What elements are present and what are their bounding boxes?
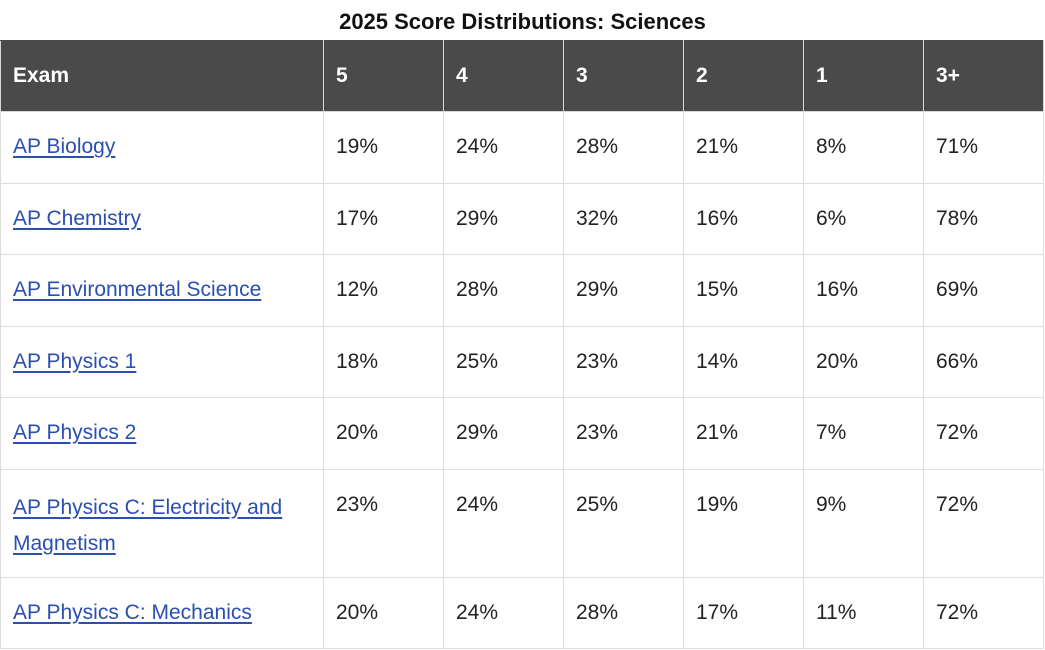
score-cell: 24% bbox=[443, 576, 564, 649]
score-cell: 72% bbox=[923, 468, 1044, 578]
exam-link-ap-biology[interactable]: AP Biology bbox=[13, 135, 116, 159]
table-row: AP Biology 19% 24% 28% 21% 8% 71% bbox=[0, 111, 1044, 184]
score-cell: 24% bbox=[443, 468, 564, 578]
table-row: AP Physics C: Mechanics 20% 24% 28% 17% … bbox=[0, 576, 1044, 649]
score-cell: 25% bbox=[563, 468, 684, 578]
exam-cell: AP Physics C: Electricity and Magnetism bbox=[0, 468, 324, 578]
table-row: AP Chemistry 17% 29% 32% 16% 6% 78% bbox=[0, 182, 1044, 255]
score-cell: 29% bbox=[443, 182, 564, 255]
score-cell: 17% bbox=[323, 182, 444, 255]
exam-link-ap-chemistry[interactable]: AP Chemistry bbox=[13, 206, 141, 230]
header-exam: Exam bbox=[0, 40, 324, 112]
score-cell: 29% bbox=[443, 397, 564, 470]
table-title: 2025 Score Distributions: Sciences bbox=[339, 9, 706, 34]
score-cell: 72% bbox=[923, 576, 1044, 649]
score-cell: 28% bbox=[563, 576, 684, 649]
exam-cell: AP Chemistry bbox=[0, 182, 324, 255]
score-cell: 11% bbox=[803, 576, 924, 649]
score-cell: 14% bbox=[683, 325, 804, 398]
table-row: AP Physics C: Electricity and Magnetism … bbox=[0, 468, 1044, 578]
header-score-3-plus: 3+ bbox=[923, 40, 1044, 112]
score-cell: 9% bbox=[803, 468, 924, 578]
score-cell: 19% bbox=[323, 111, 444, 184]
score-cell: 23% bbox=[323, 468, 444, 578]
table-row: AP Physics 2 20% 29% 23% 21% 7% 72% bbox=[0, 397, 1044, 470]
header-row: Exam 5 4 3 2 1 3+ bbox=[0, 40, 1044, 112]
score-cell: 28% bbox=[563, 111, 684, 184]
exam-link-ap-environmental-science[interactable]: AP Environmental Science bbox=[13, 278, 262, 302]
score-cell: 69% bbox=[923, 254, 1044, 327]
score-cell: 17% bbox=[683, 576, 804, 649]
score-cell: 19% bbox=[683, 468, 804, 578]
score-cell: 78% bbox=[923, 182, 1044, 255]
exam-cell: AP Physics 2 bbox=[0, 397, 324, 470]
score-cell: 21% bbox=[683, 111, 804, 184]
score-cell: 23% bbox=[563, 397, 684, 470]
score-cell: 12% bbox=[323, 254, 444, 327]
table-row: AP Physics 1 18% 25% 23% 14% 20% 66% bbox=[0, 325, 1044, 398]
score-cell: 66% bbox=[923, 325, 1044, 398]
exam-cell: AP Biology bbox=[0, 111, 324, 184]
score-cell: 32% bbox=[563, 182, 684, 255]
exam-link-ap-physics-c-mechanics[interactable]: AP Physics C: Mechanics bbox=[13, 600, 252, 624]
score-cell: 24% bbox=[443, 111, 564, 184]
score-cell: 29% bbox=[563, 254, 684, 327]
header-score-2: 2 bbox=[683, 40, 804, 112]
score-cell: 72% bbox=[923, 397, 1044, 470]
score-cell: 20% bbox=[803, 325, 924, 398]
exam-link-ap-physics-c-em[interactable]: AP Physics C: Electricity and Magnetism bbox=[13, 495, 283, 555]
header-score-5: 5 bbox=[323, 40, 444, 112]
score-cell: 20% bbox=[323, 397, 444, 470]
score-distribution-table: Exam 5 4 3 2 1 3+ AP Biology 19% 24% 28%… bbox=[0, 40, 1044, 649]
score-cell: 16% bbox=[803, 254, 924, 327]
exam-link-ap-physics-2[interactable]: AP Physics 2 bbox=[13, 421, 137, 445]
header-score-3: 3 bbox=[563, 40, 684, 112]
header-score-4: 4 bbox=[443, 40, 564, 112]
exam-cell: AP Physics 1 bbox=[0, 325, 324, 398]
score-cell: 20% bbox=[323, 576, 444, 649]
score-cell: 25% bbox=[443, 325, 564, 398]
score-cell: 8% bbox=[803, 111, 924, 184]
score-cell: 71% bbox=[923, 111, 1044, 184]
score-cell: 7% bbox=[803, 397, 924, 470]
score-cell: 16% bbox=[683, 182, 804, 255]
score-cell: 21% bbox=[683, 397, 804, 470]
score-cell: 18% bbox=[323, 325, 444, 398]
exam-link-ap-physics-1[interactable]: AP Physics 1 bbox=[13, 349, 137, 373]
score-cell: 6% bbox=[803, 182, 924, 255]
header-score-1: 1 bbox=[803, 40, 924, 112]
exam-cell: AP Physics C: Mechanics bbox=[0, 576, 324, 649]
score-cell: 15% bbox=[683, 254, 804, 327]
exam-cell: AP Environmental Science bbox=[0, 254, 324, 327]
score-cell: 23% bbox=[563, 325, 684, 398]
score-cell: 28% bbox=[443, 254, 564, 327]
table-row: AP Environmental Science 12% 28% 29% 15%… bbox=[0, 254, 1044, 327]
